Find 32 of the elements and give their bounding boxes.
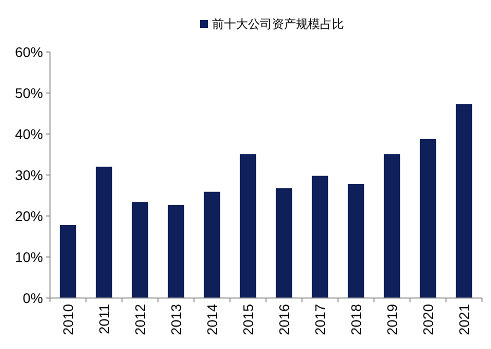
- x-tick-label: 2020: [420, 304, 436, 336]
- x-tick-label: 2014: [204, 304, 220, 336]
- x-tick-label: 2019: [384, 304, 400, 336]
- bar: [384, 154, 400, 298]
- x-tick-label: 2021: [456, 304, 472, 336]
- x-tick-label: 2018: [348, 304, 364, 336]
- bar: [348, 184, 364, 298]
- bar: [132, 202, 148, 298]
- bar: [456, 104, 472, 298]
- y-tick-label: 60%: [14, 44, 43, 60]
- y-tick-label: 30%: [14, 167, 43, 183]
- x-tick-label: 2012: [132, 304, 148, 336]
- bar: [276, 188, 292, 298]
- bar: [60, 225, 76, 298]
- x-tick-label: 2013: [168, 304, 184, 336]
- legend-label: 前十大公司资产规模占比: [212, 17, 344, 31]
- y-tick-label: 40%: [14, 126, 43, 142]
- x-tick-label: 2015: [240, 304, 256, 336]
- bar: [168, 204, 184, 298]
- bar: [420, 138, 436, 298]
- x-tick-label: 2010: [60, 304, 76, 336]
- x-tick-label: 2016: [276, 304, 292, 336]
- bar: [204, 192, 220, 298]
- bar: [240, 154, 256, 298]
- y-tick-label: 0%: [22, 290, 43, 306]
- x-tick-label: 2017: [312, 304, 328, 336]
- y-tick-label: 50%: [14, 85, 43, 101]
- bar: [312, 176, 328, 298]
- y-tick-label: 20%: [14, 208, 43, 224]
- x-tick-label: 2011: [96, 304, 112, 334]
- y-tick-label: 10%: [14, 249, 43, 265]
- bar: [96, 166, 112, 298]
